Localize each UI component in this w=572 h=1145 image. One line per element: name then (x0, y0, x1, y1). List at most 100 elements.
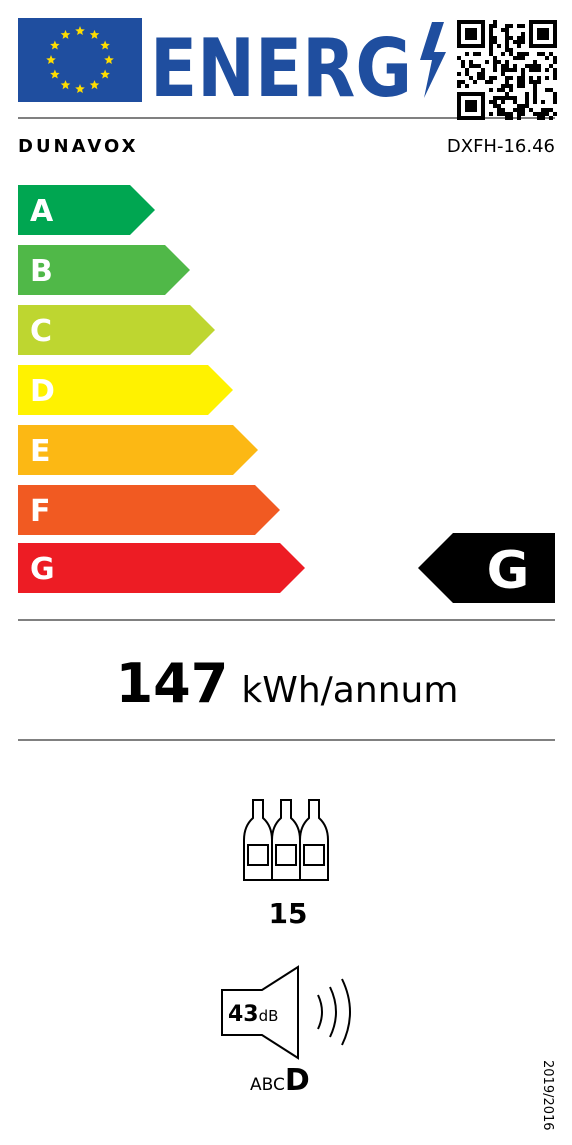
bottles-icon (243, 799, 329, 881)
qr-module (545, 112, 549, 116)
qr-module (521, 84, 525, 88)
qr-module (465, 68, 469, 72)
qr-module (461, 80, 465, 84)
qr-module (517, 24, 521, 28)
star (104, 55, 114, 64)
qr-module (505, 96, 509, 100)
class-label: G (30, 552, 55, 587)
star (100, 69, 110, 79)
qr-module (521, 36, 525, 40)
qr-module (497, 104, 501, 108)
qr-module (489, 36, 493, 40)
qr-module (477, 52, 481, 56)
noise-class-value: D (285, 1063, 310, 1098)
qr-module (497, 44, 501, 48)
qr-module (517, 56, 521, 60)
qr-module (537, 80, 541, 84)
qr-module (529, 76, 533, 80)
qr-module (545, 76, 549, 80)
qr-module (521, 112, 525, 116)
qr-module (517, 104, 521, 108)
star (89, 80, 100, 90)
qr-module (537, 76, 541, 80)
efficiency-scale: A B C D E F G (18, 185, 305, 593)
speaker-icon (221, 965, 351, 1060)
qr-module (521, 32, 525, 36)
star (75, 84, 85, 93)
qr-module (501, 112, 505, 116)
qr-module (457, 56, 461, 60)
qr-module (513, 96, 517, 100)
noise-class-scale: ABC (250, 1075, 285, 1095)
qr-module (553, 60, 557, 64)
energy-word: ENERG (150, 22, 412, 115)
qr-module (489, 52, 493, 56)
qr-module (493, 100, 497, 104)
qr-module (489, 88, 493, 92)
eu-flag (18, 18, 142, 102)
qr-module (489, 48, 493, 52)
star (60, 80, 71, 90)
qr-module (517, 76, 521, 80)
qr-module (473, 80, 477, 84)
qr-module (537, 64, 541, 68)
qr-module (505, 92, 509, 96)
qr-module (517, 36, 521, 40)
qr-module (529, 64, 533, 68)
qr-module (505, 32, 509, 36)
lightning-icon (420, 22, 446, 98)
qr-module (517, 80, 521, 84)
qr-module (517, 108, 521, 112)
class-label: E (30, 434, 51, 469)
qr-module (541, 100, 545, 104)
qr-module (525, 52, 529, 56)
qr-module (477, 64, 481, 68)
qr-module (501, 100, 505, 104)
qr-module (545, 56, 549, 60)
qr-module (505, 84, 509, 88)
qr-module (485, 80, 489, 84)
qr-module (525, 96, 529, 100)
qr-module (549, 52, 553, 56)
class-arrow (18, 485, 280, 535)
qr-module (509, 36, 513, 40)
qr-module (521, 52, 525, 56)
qr-module (553, 92, 557, 96)
qr-module (525, 64, 529, 68)
qr-module (493, 56, 497, 60)
qr-module (509, 48, 513, 52)
qr-module (505, 44, 509, 48)
qr-module (457, 84, 461, 88)
qr-module (493, 68, 497, 72)
qr-module (517, 44, 521, 48)
qr-module (513, 64, 517, 68)
qr-module (469, 60, 473, 64)
qr-module (501, 64, 505, 68)
regulation: 2019/2016 (540, 1060, 555, 1131)
qr-module (493, 24, 497, 28)
model: DXFH-16.46 (447, 136, 555, 157)
qr-module (553, 96, 557, 100)
class-label: B (30, 254, 53, 289)
qr-module (457, 72, 461, 76)
qr-module (521, 24, 525, 28)
qr-module (501, 72, 505, 76)
star (46, 55, 56, 64)
qr-module (505, 80, 509, 84)
qr-module (521, 72, 525, 76)
qr-module (549, 64, 553, 68)
qr-module (505, 68, 509, 72)
qr-module (465, 84, 469, 88)
qr-module (501, 68, 505, 72)
qr-module (509, 68, 513, 72)
energy-unit: kWh/annum (241, 670, 458, 711)
qr-module (497, 108, 501, 112)
qr-module (513, 100, 517, 104)
qr-module (541, 52, 545, 56)
qr-module (509, 96, 513, 100)
star (50, 40, 60, 50)
class-label: D (30, 374, 55, 409)
noise-value: 43 (228, 1002, 259, 1027)
qr-module (505, 64, 509, 68)
